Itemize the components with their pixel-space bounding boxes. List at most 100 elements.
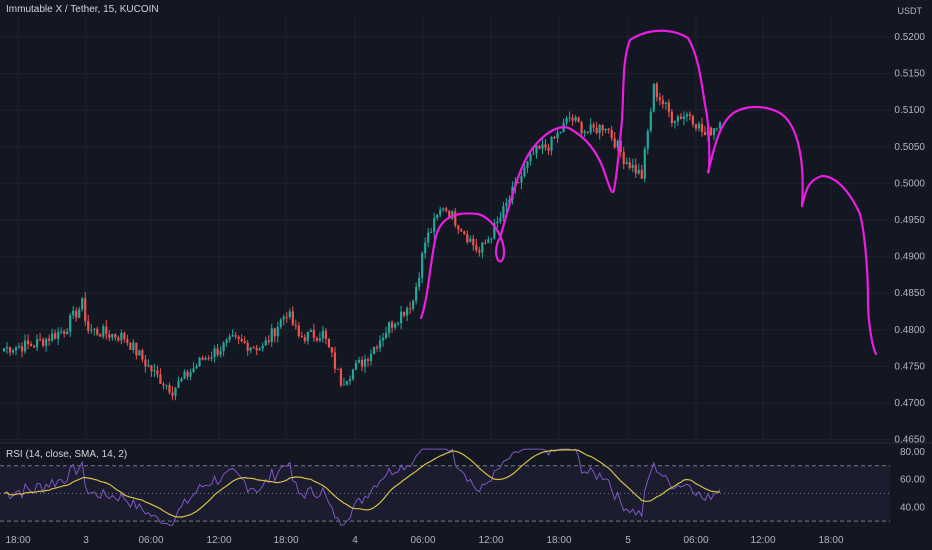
candle-body: [628, 162, 631, 169]
candle-body: [390, 322, 394, 328]
candle-body: [397, 323, 400, 325]
candle-body: [526, 161, 529, 168]
candle-body: [153, 370, 156, 372]
candle-body: [8, 346, 12, 353]
price-tick-label: 0.4800: [894, 325, 925, 336]
candle-body: [261, 345, 264, 349]
candle-body: [117, 337, 120, 341]
candle-body: [171, 392, 174, 396]
candle-body: [478, 250, 481, 253]
candle-body: [387, 322, 391, 333]
candle-body: [643, 148, 646, 179]
candle-body: [451, 211, 454, 219]
candle-body: [484, 242, 487, 244]
candle-body: [604, 128, 607, 131]
candle-body: [297, 325, 300, 336]
candle-body: [90, 329, 93, 331]
candle-body: [315, 337, 318, 341]
candle-body: [715, 127, 719, 129]
candle-body: [487, 239, 490, 243]
candle-body: [682, 116, 685, 119]
candle-body: [102, 326, 105, 337]
candle-body: [5, 346, 9, 349]
candle-body: [279, 319, 282, 328]
candle-body: [177, 381, 180, 388]
candle-body: [318, 338, 321, 341]
candle-body: [300, 335, 303, 338]
candle-body: [45, 338, 48, 346]
candle-body: [309, 330, 312, 332]
candle-body: [120, 332, 123, 341]
candle-body: [664, 102, 667, 104]
candle-body: [288, 311, 291, 317]
candle-body: [165, 385, 168, 387]
candle-body: [592, 124, 595, 128]
candle-body: [676, 116, 679, 122]
candle-body: [499, 217, 502, 222]
candle-body: [418, 277, 421, 288]
candle-body: [393, 324, 397, 328]
candle-body: [111, 334, 114, 338]
candle-body: [285, 316, 288, 318]
candle-body: [258, 348, 261, 351]
candle-body: [421, 253, 424, 278]
candle-body: [598, 124, 601, 134]
price-tick-label: 0.5100: [894, 105, 925, 116]
rsi-tick-label: 80.00: [900, 447, 925, 458]
time-tick-label: 5: [625, 535, 631, 546]
candle-body: [321, 330, 324, 339]
price-unit-label: USDT: [897, 6, 923, 16]
candle-body: [601, 124, 604, 131]
candle-body: [667, 102, 670, 112]
candle-body: [324, 330, 327, 339]
candle-body: [276, 327, 279, 337]
candle-body: [556, 132, 559, 139]
candle-body: [93, 328, 96, 330]
candle-body: [48, 338, 51, 341]
candle-body: [63, 331, 66, 335]
candle-body: [35, 339, 39, 348]
candle-body: [66, 331, 69, 335]
candle-body: [32, 345, 36, 348]
candle-body: [162, 383, 165, 386]
candle-body: [2, 348, 6, 352]
candle-body: [652, 83, 655, 112]
candle-body: [622, 152, 625, 164]
candle-body: [26, 340, 30, 344]
candle-body: [586, 131, 589, 133]
candle-body: [532, 153, 535, 155]
candle-body: [685, 114, 689, 117]
time-tick-label: 18:00: [273, 535, 298, 546]
price-grid: [0, 16, 890, 441]
candle-body: [634, 164, 637, 174]
time-tick-label: 4: [352, 535, 358, 546]
candle-body: [577, 117, 580, 122]
candle-body: [129, 342, 132, 350]
candle-body: [409, 308, 412, 310]
candle-body: [216, 348, 219, 355]
time-tick-label: 18:00: [546, 535, 571, 546]
candle-body: [312, 330, 315, 338]
candle-body: [168, 385, 171, 393]
candle-body: [520, 176, 523, 183]
candle-body: [613, 138, 616, 148]
candle-body: [424, 242, 427, 254]
candle-body: [448, 210, 451, 219]
candle-body: [595, 127, 598, 134]
candle-body: [267, 340, 270, 343]
price-tick-label: 0.4650: [894, 435, 925, 446]
candle-body: [415, 287, 418, 301]
candle-body: [442, 208, 445, 210]
candle-body: [108, 334, 111, 338]
candle-body: [183, 371, 186, 379]
candle-body: [330, 347, 334, 353]
candle-body: [180, 378, 183, 382]
price-tick-label: 0.4750: [894, 361, 925, 372]
candle-body: [433, 217, 436, 232]
candle-body: [345, 381, 349, 385]
candle-body: [490, 238, 493, 240]
candle-body: [559, 131, 562, 133]
candle-body: [481, 242, 484, 253]
candle-body: [255, 347, 258, 351]
